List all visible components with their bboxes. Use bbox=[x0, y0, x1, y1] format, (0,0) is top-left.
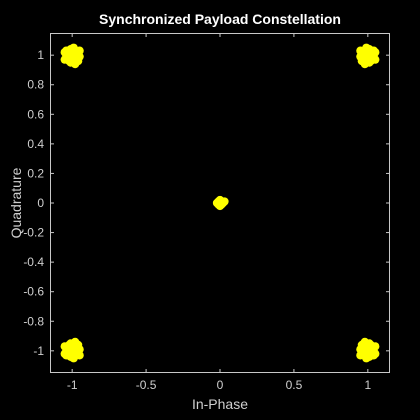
data-point bbox=[69, 49, 78, 58]
x-tick-label: 1 bbox=[364, 378, 371, 392]
x-axis-ticks: -1 -0.5 0 0.5 1 bbox=[67, 33, 371, 392]
x-tick-label: -0.5 bbox=[136, 378, 157, 392]
y-tick-label: 0 bbox=[37, 196, 44, 210]
data-points bbox=[60, 43, 380, 363]
chart-title: Synchronized Payload Constellation bbox=[99, 11, 341, 27]
y-tick-label: -0.4 bbox=[23, 255, 44, 269]
x-axis-title: In-Phase bbox=[192, 396, 248, 412]
y-axis-title: Quadrature bbox=[8, 167, 24, 238]
data-point bbox=[60, 48, 69, 57]
data-point bbox=[362, 49, 371, 58]
data-point bbox=[60, 349, 69, 358]
data-point bbox=[362, 348, 371, 357]
x-tick-label: 0.5 bbox=[286, 378, 303, 392]
y-tick-label: -0.6 bbox=[23, 285, 44, 299]
x-tick-label: -1 bbox=[67, 378, 78, 392]
y-tick-label: -1 bbox=[33, 344, 44, 358]
y-tick-label: 0.6 bbox=[27, 107, 44, 121]
data-point bbox=[215, 201, 225, 211]
y-tick-label: -0.2 bbox=[23, 226, 44, 240]
y-tick-label: 0.4 bbox=[27, 137, 44, 151]
data-point bbox=[371, 48, 380, 57]
x-tick-label: 0 bbox=[217, 378, 224, 392]
data-point bbox=[371, 349, 380, 358]
y-axis-ticks: -1 -0.8 -0.6 -0.4 -0.2 0 0.2 0.4 0.6 0.8 1 bbox=[23, 48, 390, 358]
y-tick-label: -0.8 bbox=[23, 314, 44, 328]
y-tick-label: 0.8 bbox=[27, 78, 44, 92]
y-tick-label: 0.2 bbox=[27, 166, 44, 180]
y-tick-label: 1 bbox=[37, 48, 44, 62]
data-point bbox=[69, 348, 78, 357]
